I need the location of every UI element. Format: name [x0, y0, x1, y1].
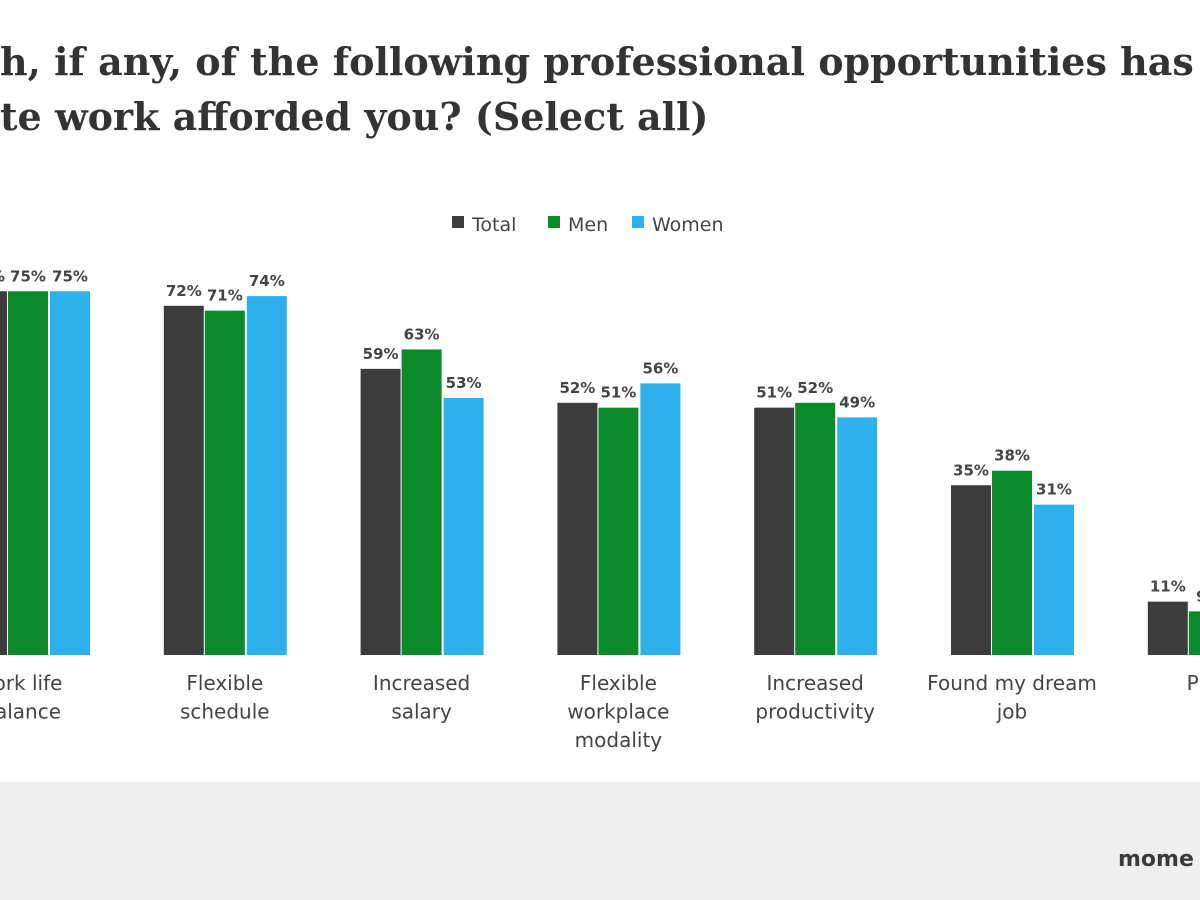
logo: mome: [1118, 847, 1194, 872]
bar: [557, 402, 598, 655]
value-label: 38%: [994, 447, 1030, 465]
legend-label: Men: [568, 214, 608, 236]
value-label: 51%: [756, 384, 792, 402]
value-label: 51%: [600, 384, 636, 402]
legend-label: Total: [471, 214, 516, 236]
x-tick-label: Flexible workplace modality: [567, 671, 669, 752]
value-label: 75%: [0, 267, 5, 285]
x-tick-label: Found my dream job: [927, 671, 1097, 724]
bar: [163, 305, 204, 655]
bar: [754, 407, 795, 655]
x-tick-label: Pron: [1187, 671, 1200, 695]
value-label: 11%: [1150, 578, 1186, 596]
legend-label: Women: [652, 214, 724, 236]
bar: [1034, 504, 1074, 655]
bar: [360, 368, 401, 655]
value-label: 74%: [249, 272, 285, 290]
value-label: 75%: [52, 267, 88, 285]
footer-band: [0, 782, 1200, 900]
x-tick-label: Increased salary: [373, 671, 470, 724]
bar: [951, 485, 991, 655]
value-label: 71%: [207, 287, 243, 305]
value-label: 53%: [446, 374, 482, 392]
legend-swatch: [632, 216, 644, 228]
value-label: 52%: [797, 379, 833, 397]
x-tick-label: Increased productivity: [755, 671, 875, 724]
bar: [443, 397, 484, 655]
legend-swatch: [548, 216, 560, 228]
bar: [640, 383, 681, 655]
bar: [204, 310, 245, 655]
value-label: 75%: [10, 267, 46, 285]
bar: [795, 402, 836, 655]
value-label: 59%: [363, 345, 399, 363]
value-label: 56%: [642, 359, 678, 377]
value-label: 49%: [839, 393, 875, 411]
value-label: 52%: [559, 379, 595, 397]
value-label: 63%: [404, 325, 440, 343]
bar: [50, 291, 90, 655]
bar: [1147, 601, 1188, 655]
bar: [246, 296, 287, 655]
value-label: 31%: [1036, 481, 1072, 499]
value-label: 72%: [166, 282, 202, 300]
bar: [0, 291, 7, 655]
bar: [837, 417, 878, 655]
x-tick-label: ork life alance: [0, 671, 62, 724]
chart-title: te work afforded you? (Select all): [0, 94, 708, 139]
bar: [598, 407, 639, 655]
x-tick-label: Flexible schedule: [180, 671, 270, 724]
legend-swatch: [452, 216, 464, 228]
value-label: 35%: [953, 461, 989, 479]
bar: [1188, 611, 1200, 655]
bar: [8, 291, 48, 655]
value-label: 9%: [1196, 587, 1200, 605]
bar: [992, 470, 1032, 655]
chart-title: h, if any, of the following professional…: [0, 39, 1194, 84]
bar: [401, 349, 442, 655]
